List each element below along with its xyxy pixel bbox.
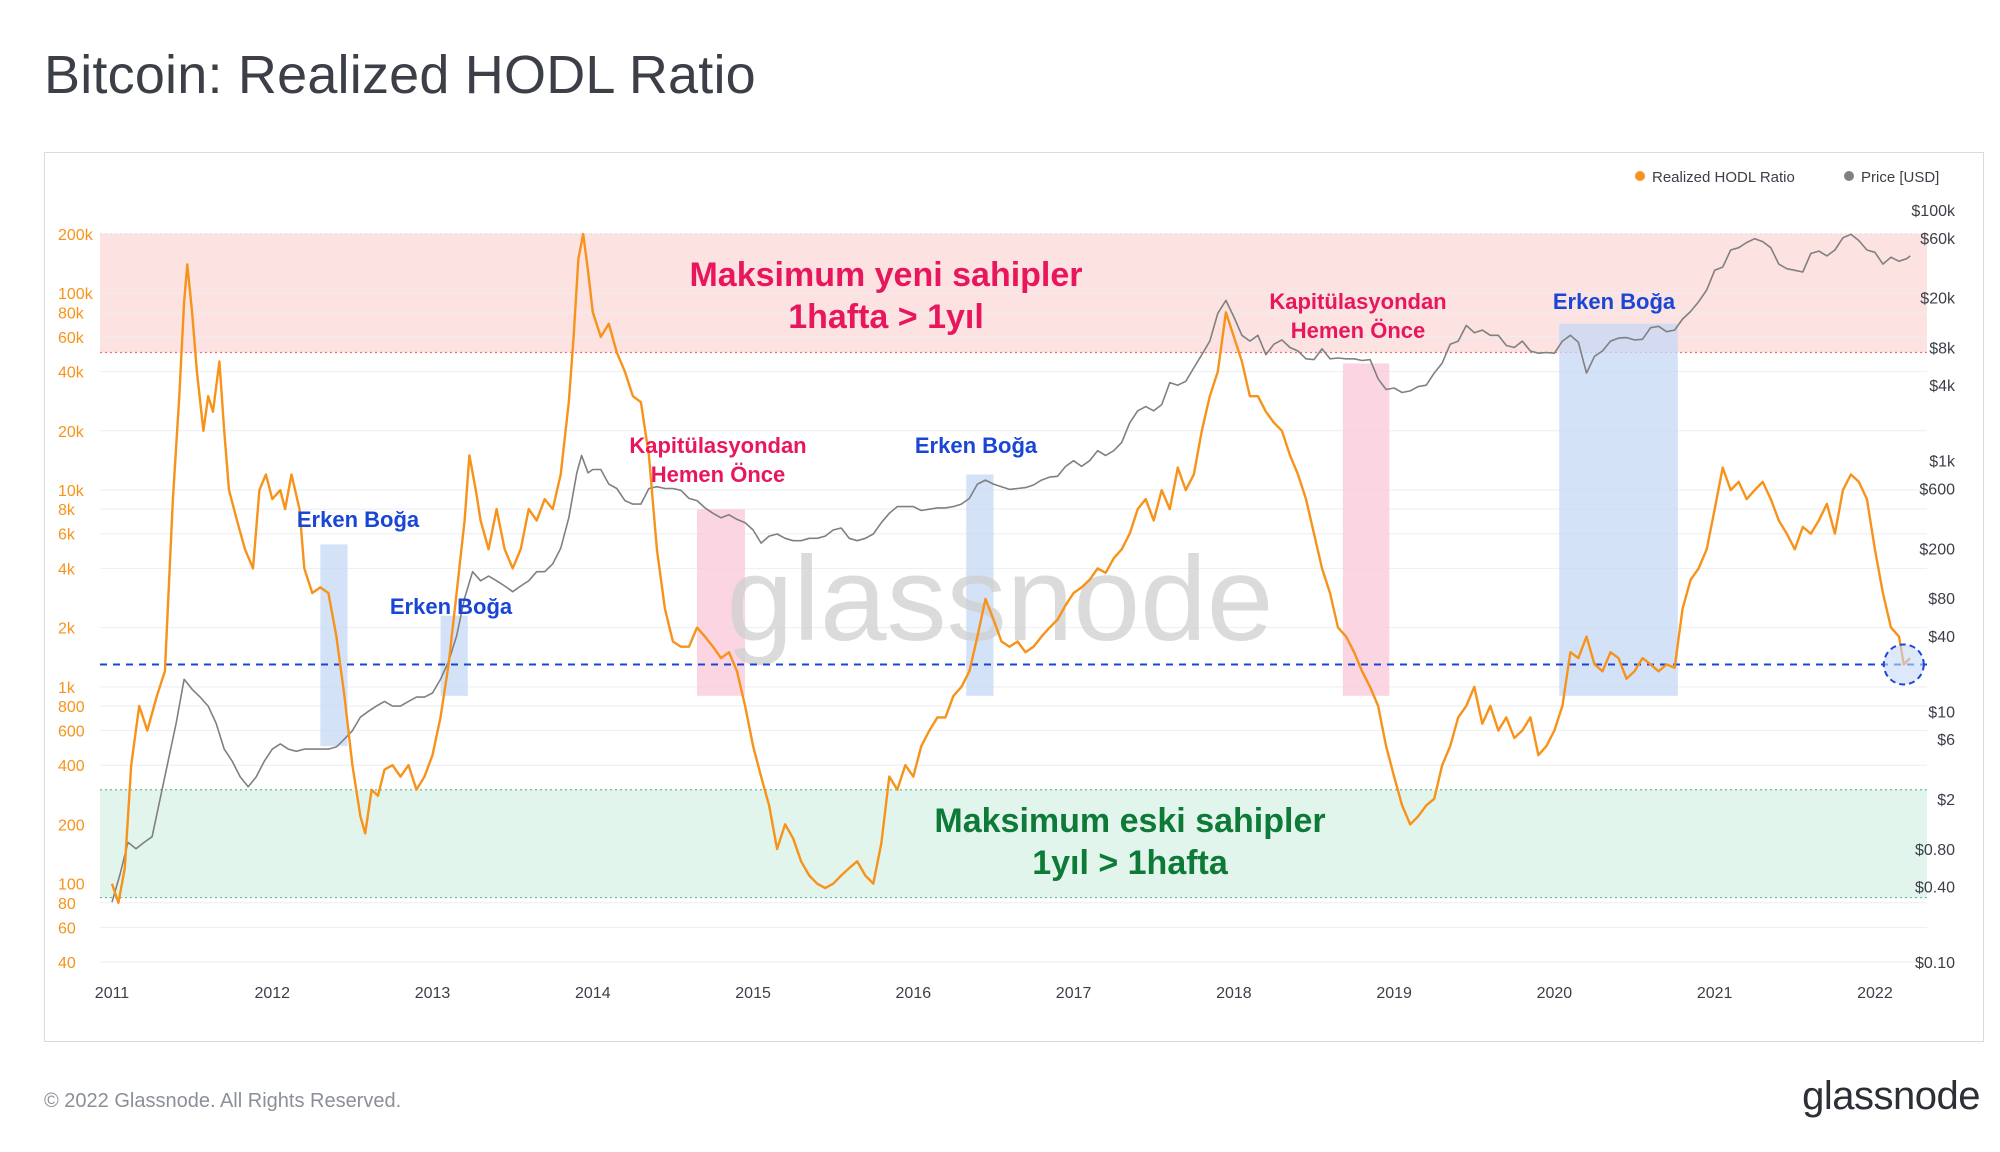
left-tick-label: 1k: [58, 680, 76, 697]
grid-layer: [100, 233, 1927, 963]
left-tick-label: 60: [58, 920, 76, 937]
capitulation-label-line2: Hemen Önce: [1291, 318, 1426, 343]
left-tick-label: 200: [58, 817, 85, 834]
left-tick-label: 60k: [58, 330, 85, 347]
x-tick-label: 2016: [896, 985, 932, 1002]
left-tick-label: 2k: [58, 621, 76, 638]
left-tick-label: 80k: [58, 305, 85, 322]
x-axis-ticks: 2011 2012 2013 2014 2015 2016 2017 2018 2019 2020…: [95, 985, 1893, 1002]
early-bull-label: Erken Boğa: [297, 507, 420, 532]
left-tick-label: 20k: [58, 424, 85, 441]
legend-dot-rhodl: [1635, 171, 1645, 181]
right-tick-label: $0.80: [1915, 842, 1955, 859]
left-tick-label: 80: [58, 896, 76, 913]
right-tick-label: $4k: [1929, 378, 1956, 395]
left-tick-label: 4k: [58, 561, 76, 578]
bottom-band-label-line2: 1yıl > 1hafta: [1032, 844, 1229, 882]
watermark: glassnode: [726, 532, 1273, 666]
early_bull-shade: [1559, 323, 1678, 696]
early-bull-label: Erken Boğa: [915, 433, 1038, 458]
price-series-line: [111, 233, 1911, 903]
x-tick-label: 2011: [95, 985, 130, 1002]
early_bull-shade: [320, 544, 348, 747]
right-tick-label: $8k: [1929, 340, 1956, 357]
early-bull-label: Erken Boğa: [390, 594, 513, 619]
right-tick-label: $100k: [1911, 203, 1956, 220]
x-tick-label: 2012: [254, 985, 290, 1002]
brand-logo: glassnode: [1802, 1074, 1980, 1118]
left-tick-label: 600: [58, 724, 85, 741]
legend-label-price: Price [USD]: [1861, 169, 1939, 186]
left-tick-label: 40: [58, 955, 76, 972]
right-tick-label: $80: [1928, 591, 1955, 608]
rhodl-series-line: [110, 232, 1912, 904]
annotation-layer: Maksimum yeni sahipler 1hafta > 1yıl Maksi…: [297, 256, 1676, 882]
chart-frame: [44, 152, 1984, 1042]
left-tick-label: 100: [58, 877, 85, 894]
right-tick-label: $6: [1937, 732, 1955, 749]
left-tick-label: 100k: [58, 286, 94, 303]
top-band-label-line1: Maksimum yeni sahipler: [689, 256, 1082, 294]
x-tick-label: 2021: [1697, 985, 1733, 1002]
right-tick-label: $60k: [1920, 231, 1956, 248]
x-tick-label: 2013: [415, 985, 451, 1002]
left-tick-label: 10k: [58, 483, 85, 500]
highlight-circle: [1882, 643, 1925, 686]
right-tick-label: $40: [1928, 629, 1955, 646]
legend-label-rhodl: Realized HODL Ratio: [1652, 169, 1795, 186]
bottom-band-label-line1: Maksimum eski sahipler: [934, 802, 1325, 840]
page-title: Bitcoin: Realized HODL Ratio: [44, 45, 756, 105]
legend: Realized HODL Ratio Price [USD]: [1635, 169, 1939, 186]
legend-dot-price: [1844, 171, 1854, 181]
right-tick-label: $0.40: [1915, 880, 1955, 897]
left-tick-label: 400: [58, 758, 85, 775]
capitulation-label-line2: Hemen Önce: [651, 462, 786, 487]
x-tick-label: 2022: [1857, 985, 1893, 1002]
capitulation-shade: [1342, 363, 1390, 696]
x-tick-label: 2015: [735, 985, 771, 1002]
x-tick-label: 2018: [1216, 985, 1252, 1002]
left-tick-label: 40k: [58, 365, 85, 382]
left-tick-label: 8k: [58, 502, 76, 519]
right-tick-label: $600: [1919, 481, 1955, 498]
right-tick-label: $1k: [1929, 454, 1956, 471]
early_bull-shade: [966, 474, 994, 696]
bands-layer: [100, 233, 1927, 899]
shade-layer: [320, 323, 1678, 747]
early-bull-label: Erken Boğa: [1553, 289, 1676, 314]
bottom-band: [100, 789, 1927, 898]
capitulation-label-line1: Kapitülasyondan: [1269, 289, 1446, 314]
right-tick-label: $2: [1937, 792, 1955, 809]
right-tick-label: $20k: [1920, 291, 1956, 308]
right-tick-label: $0.10: [1915, 955, 1955, 972]
left-tick-label: 800: [58, 699, 85, 716]
left-tick-label: 6k: [58, 527, 76, 544]
left-tick-label: 200k: [58, 227, 94, 244]
left-axis-ticks: 40 60 80 100 200 400 600 800 1k 2k 4k 6k 8k 10k 20k 40k…: [58, 227, 94, 972]
copyright-footer: © 2022 Glassnode. All Rights Reserved.: [44, 1090, 402, 1112]
right-tick-label: $200: [1919, 541, 1955, 558]
capitulation-label-line1: Kapitülasyondan: [629, 433, 806, 458]
top-band-label-line2: 1hafta > 1yıl: [788, 298, 984, 336]
x-tick-label: 2017: [1056, 985, 1092, 1002]
x-tick-label: 2020: [1537, 985, 1573, 1002]
right-axis-ticks: $0.10 $0.40 $0.80 $2 $6 $10 $40 $80 $200 $600 $1k $…: [1911, 203, 1956, 972]
right-tick-label: $10: [1928, 704, 1955, 721]
x-tick-label: 2019: [1376, 985, 1412, 1002]
x-tick-label: 2014: [575, 985, 611, 1002]
series-layer: [110, 232, 1925, 904]
